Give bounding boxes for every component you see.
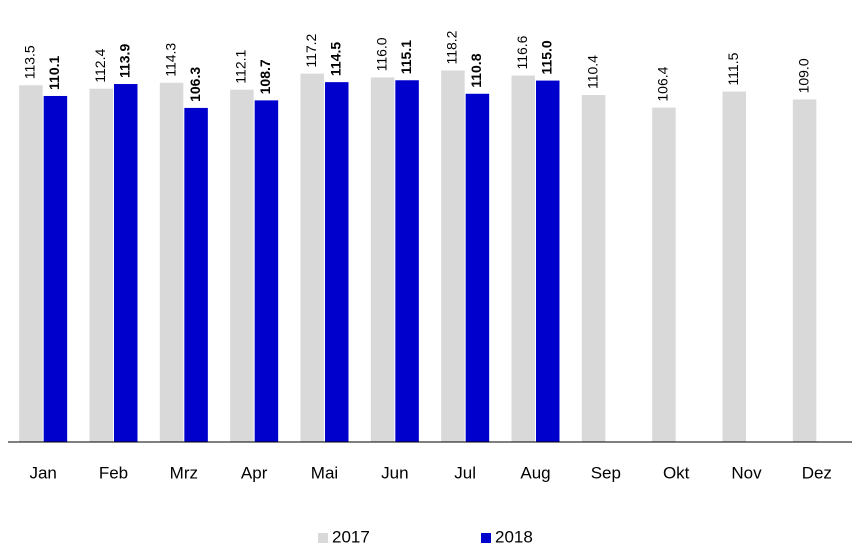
bar xyxy=(19,85,43,443)
x-tick-label: Okt xyxy=(663,463,690,482)
bar xyxy=(792,99,817,442)
bar xyxy=(581,95,606,443)
legend-label: 2017 xyxy=(332,527,370,546)
x-tick-label: Sep xyxy=(591,463,621,482)
x-tick-label: Mrz xyxy=(170,463,198,482)
value-label: 110.8 xyxy=(468,53,484,87)
bar xyxy=(652,107,676,442)
bar xyxy=(230,89,254,442)
bar xyxy=(184,107,208,443)
x-tick-label: Feb xyxy=(99,463,128,482)
bar xyxy=(511,75,535,443)
value-label: 117.2 xyxy=(303,33,319,67)
value-label: 114.3 xyxy=(162,43,178,77)
value-label: 108.7 xyxy=(257,59,273,94)
bar xyxy=(254,100,279,442)
x-tick-label: Jun xyxy=(381,463,408,482)
bar xyxy=(465,93,490,443)
value-label: 115.0 xyxy=(538,40,554,74)
x-tick-label: Jul xyxy=(454,463,476,482)
bar xyxy=(43,95,68,442)
value-label: 118.2 xyxy=(444,30,460,64)
value-label: 110.4 xyxy=(584,55,600,89)
value-label: 113.5 xyxy=(22,45,38,79)
x-tick-label: Apr xyxy=(241,463,268,482)
value-label: 112.4 xyxy=(92,49,108,83)
bar xyxy=(536,80,560,443)
value-label: 106.3 xyxy=(187,67,203,102)
value-label: 114.5 xyxy=(327,42,343,76)
value-label: 111.5 xyxy=(725,52,741,85)
bar xyxy=(114,84,138,443)
bar xyxy=(89,88,113,442)
bar xyxy=(722,91,746,443)
legend-swatch xyxy=(481,533,491,543)
bar xyxy=(159,82,184,443)
bar xyxy=(370,77,395,442)
bar xyxy=(325,82,349,443)
x-tick-label: Nov xyxy=(731,463,762,482)
x-tick-label: Mai xyxy=(311,463,338,482)
value-label: 112.1 xyxy=(233,49,249,83)
bar xyxy=(441,70,465,442)
value-label: 115.1 xyxy=(398,40,414,74)
value-label: 113.9 xyxy=(116,44,132,78)
value-label: 106.4 xyxy=(655,66,671,101)
x-tick-label: Jan xyxy=(29,463,56,482)
bar xyxy=(300,73,324,443)
value-label: 116.0 xyxy=(373,37,389,71)
legend-swatch xyxy=(318,533,328,543)
value-label: 110.1 xyxy=(46,55,62,89)
value-label: 116.6 xyxy=(514,35,530,69)
x-tick-label: Dez xyxy=(802,463,832,482)
value-label: 109.0 xyxy=(795,58,811,93)
legend-label: 2018 xyxy=(495,527,533,546)
bar xyxy=(395,80,419,442)
x-tick-label: Aug xyxy=(520,463,550,482)
